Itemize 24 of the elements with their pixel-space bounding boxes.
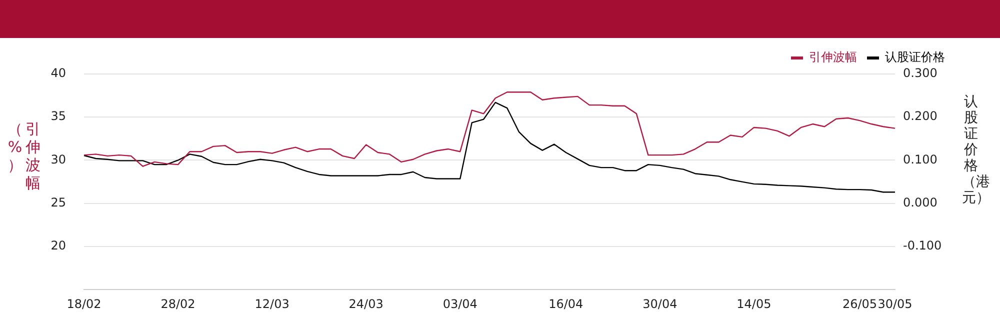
y-tick-label: 20 [50, 238, 66, 253]
y2-tick-label: 0.200 [903, 109, 938, 124]
x-tick-label: 16/04 [548, 296, 584, 311]
x-tick-label: 24/03 [348, 296, 384, 311]
x-tick-label: 30/04 [642, 296, 678, 311]
y-tick-label: 40 [50, 66, 66, 80]
legend-label: 认股证价格 [885, 50, 945, 64]
x-tick-label: 30/05 [878, 296, 912, 311]
y2-tick-label: 0.000 [903, 195, 938, 210]
x-tick-label: 28/02 [160, 296, 196, 311]
y2-axis-title: 认股证价格（港元） [962, 94, 990, 206]
x-tick-label: 26/05 [842, 296, 878, 311]
x-tick-label: 03/04 [442, 296, 478, 311]
y2-tick-label: 0.300 [903, 66, 938, 80]
x-tick-label: 14/05 [736, 296, 772, 311]
y-tick-label: 25 [50, 195, 66, 210]
y-tick-label: 35 [50, 109, 66, 124]
text: 引伸波幅（%） [8, 120, 40, 192]
legend-label: 引伸波幅 [809, 50, 857, 64]
x-tick-label: 12/03 [254, 296, 290, 311]
y2-tick-label: 0.100 [903, 152, 938, 166]
x-tick-label: 18/02 [66, 296, 102, 311]
y-tick-label: 30 [50, 152, 66, 166]
y2-tick-label: -0.100 [903, 238, 942, 253]
